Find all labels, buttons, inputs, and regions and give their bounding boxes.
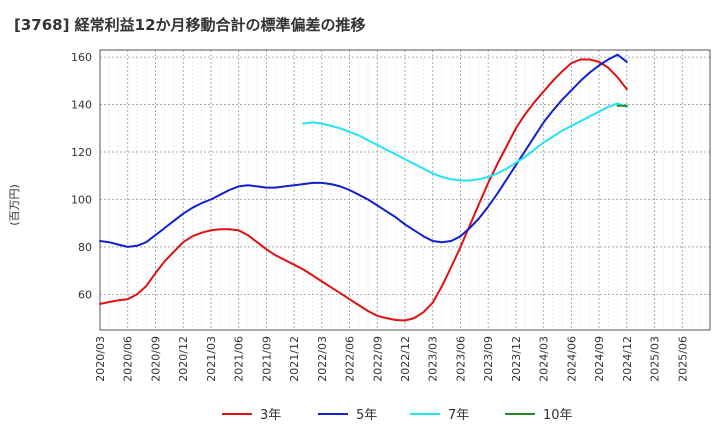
x-tick-label: 2023/06 (454, 336, 467, 382)
series-line-1 (99, 53, 628, 248)
x-axis: 2020/03 2020/06 2020/09 2020/12 2021/03 2021/… (94, 336, 689, 382)
x-tick-label: 2021/09 (260, 336, 273, 382)
y-tick-label: 80 (78, 241, 92, 254)
y-tick-label: 60 (78, 288, 92, 301)
x-tick-label: 2024/03 (538, 336, 551, 382)
x-tick-label: 2022/12 (399, 336, 412, 382)
plot-frame (99, 49, 711, 331)
x-tick-label: 2022/09 (371, 336, 384, 382)
x-tick-label: 2020/06 (122, 336, 135, 382)
legend-label: 5年 (356, 408, 377, 423)
x-tick-label: 2020/12 (177, 336, 190, 382)
x-tick-label: 2024/09 (593, 336, 606, 382)
y-tick-label: 100 (71, 193, 92, 206)
x-tick-label: 2025/06 (676, 336, 689, 382)
y-axis-label: (百万円) (8, 184, 21, 226)
series-line-2 (302, 102, 628, 182)
chart-title: [3768] 経常利益12か月移動合計の標準偏差の推移 (14, 16, 366, 34)
x-tick-label: 2023/03 (427, 336, 440, 382)
legend-label: 10年 (543, 408, 573, 423)
y-axis: 60 80 100 120 140 160 (71, 51, 92, 301)
legend: 3年 5年 7年 10年 (222, 408, 573, 423)
series-line-0 (99, 58, 628, 322)
x-tick-label: 2024/12 (621, 336, 634, 382)
y-tick-label: 160 (71, 51, 92, 64)
x-tick-label: 2022/03 (316, 336, 329, 382)
legend-label: 7年 (448, 408, 469, 423)
y-tick-label: 140 (71, 99, 92, 112)
x-tick-label: 2021/12 (288, 336, 301, 382)
x-tick-label: 2021/06 (233, 336, 246, 382)
x-tick-label: 2024/06 (565, 336, 578, 382)
x-tick-label: 2020/09 (149, 336, 162, 382)
x-tick-label: 2022/06 (344, 336, 357, 382)
legend-label: 3年 (260, 408, 281, 423)
x-tick-label: 2021/03 (205, 336, 218, 382)
x-tick-label: 2025/03 (649, 336, 662, 382)
grid (99, 50, 711, 330)
series-lines (99, 53, 628, 322)
x-tick-label: 2023/09 (482, 336, 495, 382)
y-tick-label: 120 (71, 146, 92, 159)
x-tick-label: 2023/12 (510, 336, 523, 382)
x-tick-label: 2020/03 (94, 336, 107, 382)
